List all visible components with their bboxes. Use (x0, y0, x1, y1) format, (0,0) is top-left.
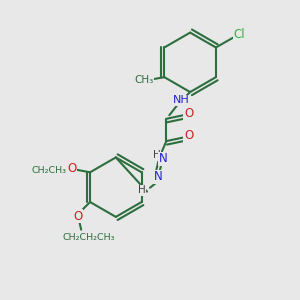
Text: N: N (154, 170, 162, 183)
Text: O: O (73, 210, 82, 223)
Text: Cl: Cl (234, 28, 245, 40)
Text: CH₃: CH₃ (134, 75, 153, 85)
Text: CH₂CH₂CH₃: CH₂CH₂CH₃ (62, 233, 115, 242)
Text: CH₂CH₃: CH₂CH₃ (32, 166, 67, 175)
Text: NH: NH (173, 95, 190, 105)
Text: O: O (184, 129, 193, 142)
Text: H: H (138, 185, 146, 195)
Text: H: H (153, 150, 161, 160)
Text: O: O (68, 162, 77, 175)
Text: O: O (184, 106, 193, 120)
Text: N: N (158, 152, 167, 165)
